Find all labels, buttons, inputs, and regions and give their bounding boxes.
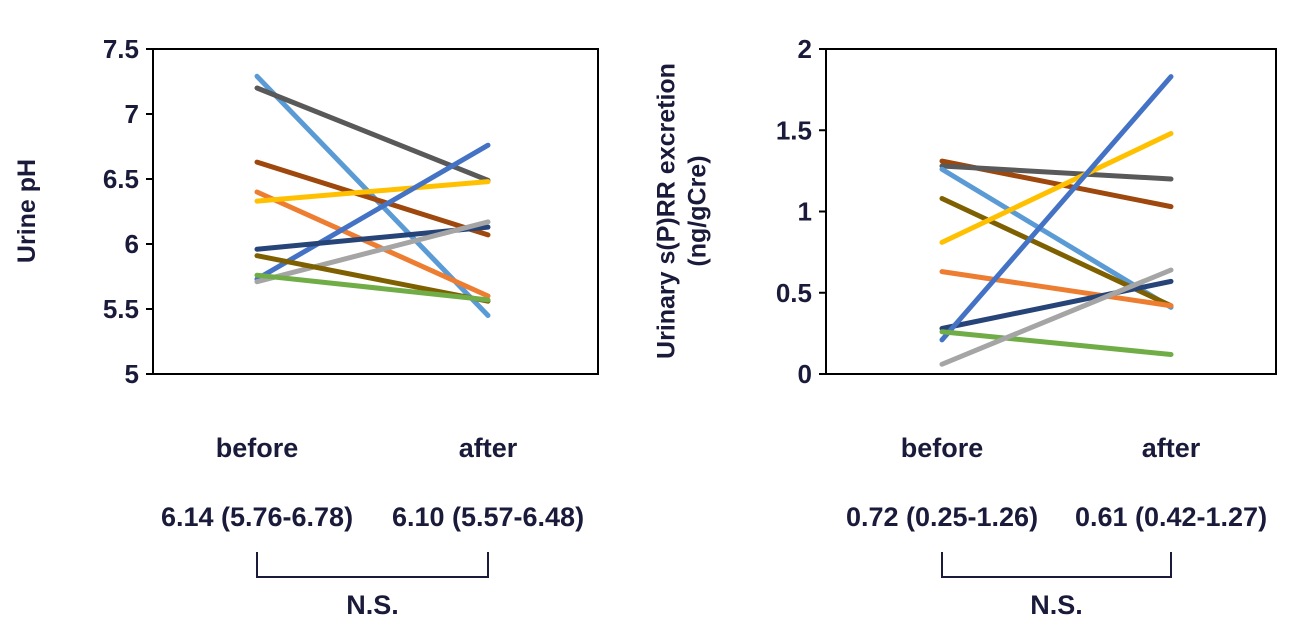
y-tick-label: 2 <box>798 34 812 64</box>
y-tick-label: 0.5 <box>776 278 812 308</box>
plot-area-1 <box>152 48 599 375</box>
y-tick-label: 0 <box>798 359 812 389</box>
y-axis-label: (ng/gCre) <box>684 155 712 266</box>
series-line-8 <box>939 74 1174 343</box>
summary-after: 0.61 (0.42-1.27) <box>1075 502 1267 532</box>
series-line-6 <box>939 269 1174 309</box>
significance-label: N.S. <box>1030 590 1083 620</box>
x-category-label-after: after <box>1142 433 1201 463</box>
significance-bracket <box>256 552 489 578</box>
series-line-3 <box>254 159 491 238</box>
y-tick-label: 1 <box>798 197 812 227</box>
series-line-6 <box>254 142 491 282</box>
series-line-2 <box>939 163 1174 182</box>
y-tick-label: 7.5 <box>103 34 139 64</box>
y-tick-label: 6.5 <box>103 164 139 194</box>
series-line-10 <box>254 272 491 303</box>
series-line-7 <box>939 278 1174 331</box>
y-tick-label: 7 <box>125 99 139 129</box>
series-line-10 <box>939 267 1174 367</box>
summary-before: 0.72 (0.25-1.26) <box>846 502 1038 532</box>
series-line-5 <box>254 179 491 204</box>
y-tick-label: 1.5 <box>776 115 812 145</box>
y-tick-label: 5.5 <box>103 294 139 324</box>
x-category-label-before: before <box>901 433 984 463</box>
series-line-4 <box>254 189 491 299</box>
y-tick-label: 5 <box>125 359 139 389</box>
significance-bracket <box>941 552 1172 578</box>
y-axis-label: Urine pH <box>13 159 41 263</box>
summary-before: 6.14 (5.76-6.78) <box>161 502 353 532</box>
significance-label: N.S. <box>346 590 399 620</box>
summary-after: 6.10 (5.57-6.48) <box>392 502 584 532</box>
y-tick-label: 6 <box>125 229 139 259</box>
series-line-8 <box>254 219 491 285</box>
y-axis-label: Urinary s(P)RR excretion <box>653 63 681 359</box>
series-line-9 <box>939 329 1174 357</box>
series-line-5 <box>939 131 1174 245</box>
x-category-label-before: before <box>216 433 299 463</box>
x-category-label-after: after <box>459 433 518 463</box>
